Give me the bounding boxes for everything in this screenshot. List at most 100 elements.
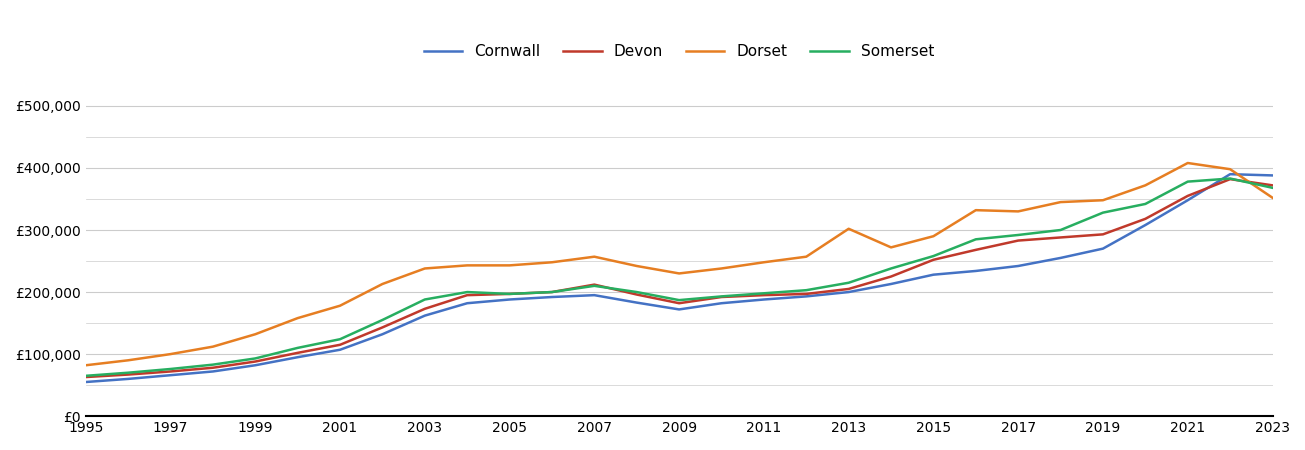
Devon: [544, 289, 560, 295]
Devon: [925, 257, 941, 262]
Devon: [205, 365, 221, 370]
Somerset: [714, 294, 729, 299]
Dorset: [418, 266, 433, 271]
Line: Cornwall: Cornwall: [86, 174, 1272, 382]
Somerset: [968, 237, 984, 242]
Cornwall: [840, 289, 856, 295]
Cornwall: [120, 376, 136, 382]
Somerset: [333, 337, 348, 342]
Cornwall: [290, 355, 305, 360]
Somerset: [163, 366, 179, 372]
Dorset: [1053, 199, 1069, 205]
Somerset: [1138, 201, 1154, 207]
Somerset: [1095, 210, 1111, 216]
Somerset: [840, 280, 856, 285]
Devon: [120, 372, 136, 377]
Dorset: [501, 263, 517, 268]
Somerset: [756, 291, 771, 296]
Somerset: [290, 345, 305, 351]
Devon: [1265, 183, 1280, 188]
Cornwall: [459, 301, 475, 306]
Cornwall: [756, 297, 771, 302]
Somerset: [586, 283, 602, 288]
Line: Dorset: Dorset: [86, 163, 1272, 365]
Somerset: [1010, 232, 1026, 238]
Dorset: [120, 358, 136, 363]
Dorset: [78, 363, 94, 368]
Dorset: [375, 281, 390, 287]
Cornwall: [799, 294, 814, 299]
Somerset: [629, 289, 645, 295]
Cornwall: [333, 347, 348, 352]
Cornwall: [163, 373, 179, 378]
Dorset: [883, 245, 899, 250]
Cornwall: [1223, 171, 1238, 177]
Dorset: [714, 266, 729, 271]
Cornwall: [501, 297, 517, 302]
Cornwall: [671, 307, 686, 312]
Cornwall: [248, 363, 264, 368]
Somerset: [120, 370, 136, 375]
Cornwall: [714, 301, 729, 306]
Dorset: [163, 351, 179, 357]
Dorset: [248, 332, 264, 337]
Cornwall: [1010, 263, 1026, 269]
Devon: [1180, 193, 1195, 198]
Dorset: [1010, 209, 1026, 214]
Somerset: [1053, 227, 1069, 233]
Devon: [1223, 176, 1238, 182]
Devon: [1053, 235, 1069, 240]
Somerset: [501, 291, 517, 297]
Line: Devon: Devon: [86, 179, 1272, 377]
Devon: [78, 374, 94, 380]
Somerset: [925, 253, 941, 259]
Cornwall: [883, 281, 899, 287]
Cornwall: [205, 369, 221, 374]
Dorset: [756, 260, 771, 265]
Somerset: [205, 362, 221, 367]
Somerset: [1265, 185, 1280, 190]
Devon: [671, 301, 686, 306]
Devon: [1010, 238, 1026, 243]
Dorset: [925, 234, 941, 239]
Devon: [799, 291, 814, 297]
Somerset: [248, 356, 264, 361]
Dorset: [205, 344, 221, 349]
Dorset: [629, 263, 645, 269]
Devon: [586, 282, 602, 287]
Devon: [883, 274, 899, 279]
Devon: [1138, 216, 1154, 221]
Somerset: [78, 373, 94, 378]
Dorset: [1265, 195, 1280, 200]
Cornwall: [1265, 173, 1280, 178]
Cornwall: [418, 313, 433, 318]
Dorset: [1180, 160, 1195, 166]
Devon: [459, 292, 475, 298]
Dorset: [1095, 198, 1111, 203]
Devon: [501, 291, 517, 297]
Devon: [1095, 232, 1111, 237]
Cornwall: [1053, 255, 1069, 261]
Devon: [248, 359, 264, 364]
Devon: [756, 292, 771, 298]
Cornwall: [968, 268, 984, 274]
Devon: [333, 342, 348, 347]
Dorset: [290, 315, 305, 321]
Cornwall: [78, 379, 94, 385]
Cornwall: [629, 300, 645, 305]
Somerset: [799, 288, 814, 293]
Dorset: [799, 254, 814, 259]
Dorset: [586, 254, 602, 259]
Devon: [840, 286, 856, 292]
Somerset: [544, 289, 560, 295]
Cornwall: [1138, 222, 1154, 228]
Dorset: [333, 303, 348, 308]
Dorset: [1223, 166, 1238, 172]
Somerset: [1223, 176, 1238, 181]
Somerset: [418, 297, 433, 302]
Dorset: [968, 207, 984, 213]
Somerset: [459, 289, 475, 295]
Cornwall: [925, 272, 941, 277]
Cornwall: [1180, 198, 1195, 203]
Dorset: [671, 271, 686, 276]
